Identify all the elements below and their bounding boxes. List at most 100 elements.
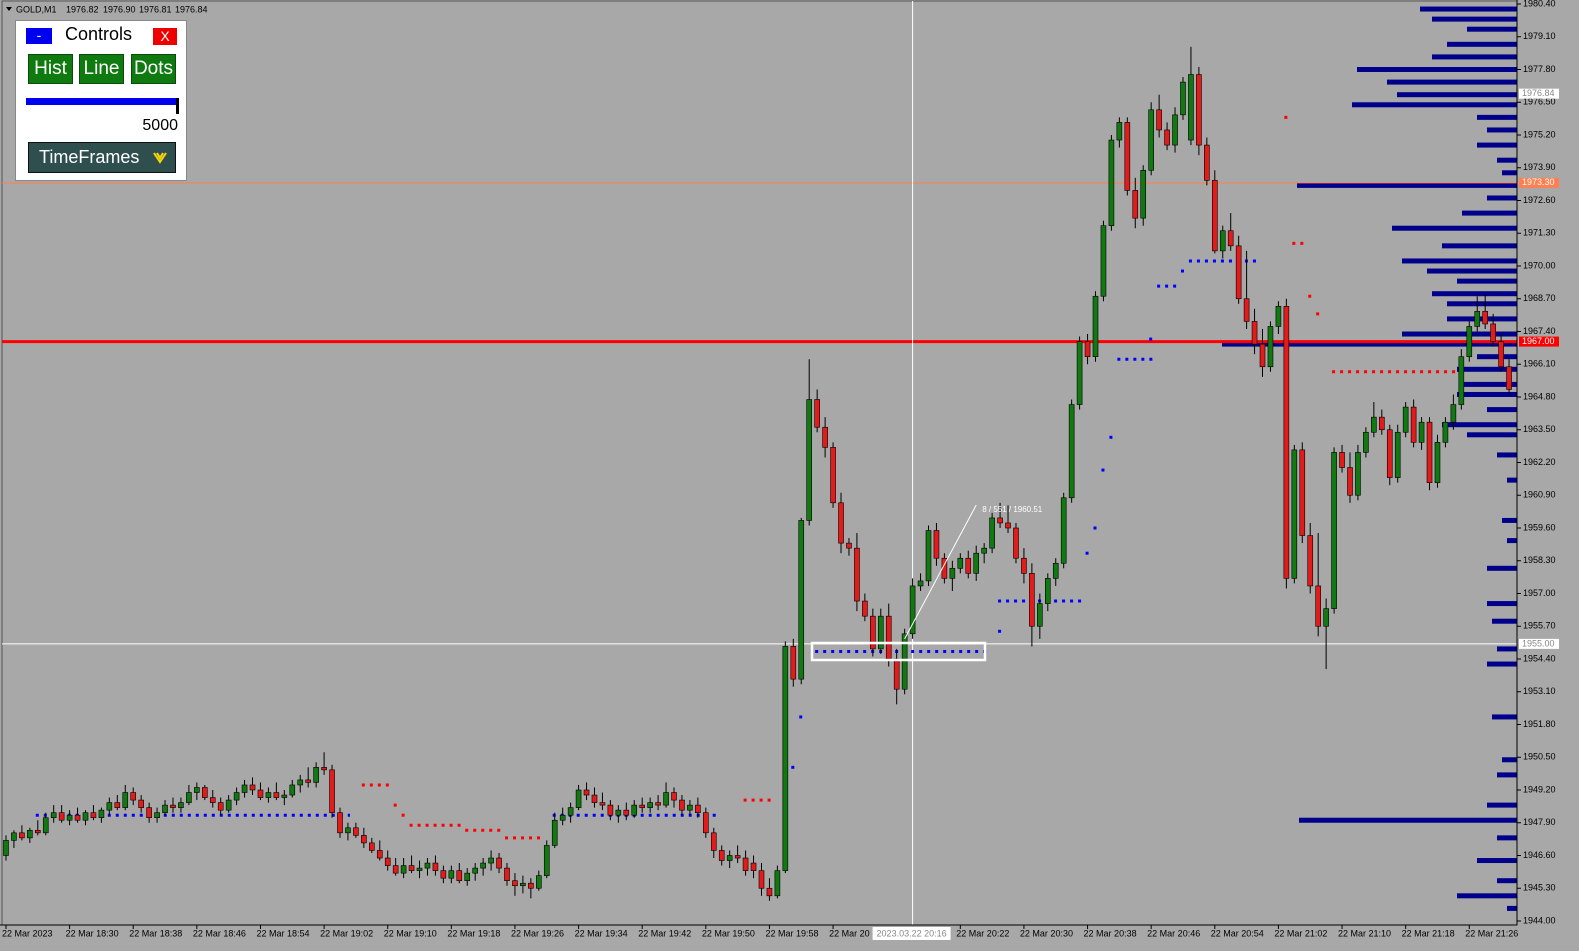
profile-bar: [1457, 278, 1517, 284]
candle-body: [1204, 144, 1210, 181]
timeframes-button[interactable]: TimeFrames: [28, 142, 176, 173]
candle-body: [1100, 225, 1107, 297]
candle-body: [591, 794, 598, 803]
profile-bar: [1432, 16, 1517, 22]
candle-body: [217, 802, 224, 811]
candle-body: [1156, 109, 1162, 131]
candle-body: [353, 827, 359, 836]
controls-panel: - Controls X Hist Line Dots 5000 TimeFra…: [15, 20, 187, 181]
profile-bar: [1497, 452, 1517, 458]
candle-body: [782, 646, 789, 871]
crosshair-time-bg: [872, 927, 951, 940]
candle-body: [838, 502, 844, 544]
candle-body: [504, 867, 510, 881]
profile-bar: [1420, 6, 1517, 12]
candle-body: [249, 784, 256, 791]
candle-body: [225, 799, 232, 811]
x-tick-label: 22 Mar 19:34: [575, 928, 628, 938]
candle-body: [1307, 535, 1314, 587]
profile-bar: [1432, 291, 1517, 297]
candle-body: [3, 840, 9, 856]
candle-body: [1084, 341, 1091, 357]
y-tick-label: 1975.20: [1523, 129, 1556, 139]
candle-body: [369, 842, 375, 851]
candle-body: [1235, 245, 1242, 300]
profile-bar: [1492, 618, 1517, 624]
candle-body: [1172, 114, 1178, 146]
line-button[interactable]: Line: [79, 54, 124, 84]
x-tick-label: 22 Mar 20:54: [1211, 928, 1264, 938]
candle-body: [981, 547, 987, 554]
candle-body: [1196, 74, 1202, 146]
candle-body: [432, 862, 439, 871]
candle-body: [949, 568, 956, 579]
hist-button[interactable]: Hist: [28, 54, 73, 84]
dropdown-icon: [153, 152, 167, 164]
candle-body: [1315, 585, 1321, 627]
profile-bar: [1297, 182, 1517, 188]
candle-body: [1164, 129, 1170, 146]
profile-bar: [1222, 341, 1517, 347]
candle-body: [1410, 406, 1417, 443]
profile-bar: [1487, 195, 1517, 201]
candle-body: [480, 862, 486, 869]
crosshair-price-label: 1955.00: [1522, 638, 1555, 648]
candle-body: [98, 809, 105, 819]
selection-box: [810, 641, 987, 662]
profile-bar: [1497, 646, 1517, 652]
candle-body: [1291, 449, 1298, 579]
candle-body: [528, 882, 534, 889]
x-tick-label: 22 Mar 19:42: [638, 928, 691, 938]
candle-body: [58, 812, 65, 821]
candle-body: [536, 875, 542, 889]
candle-body: [726, 855, 733, 861]
candle-body: [337, 812, 343, 834]
candle-body: [679, 799, 685, 811]
candle-body: [1132, 190, 1139, 219]
candle-body: [1402, 406, 1409, 433]
profile-bar: [1487, 601, 1517, 607]
x-tick-label: 22 Mar 20:38: [1084, 928, 1137, 938]
candle-body: [1450, 404, 1457, 423]
y-tick-label: 1962.20: [1523, 457, 1556, 467]
candle-body: [671, 792, 677, 801]
candle-body: [997, 517, 1003, 524]
candle-body: [440, 870, 447, 879]
y-tick-label: 1946.60: [1523, 850, 1556, 860]
candle-body: [106, 802, 113, 811]
slider-track[interactable]: [26, 98, 178, 105]
candle-body: [1243, 298, 1250, 322]
close-button[interactable]: X: [153, 28, 177, 45]
candle-body: [877, 615, 884, 650]
candle-body: [297, 779, 304, 786]
candle-body: [392, 865, 399, 874]
candle-body: [623, 809, 630, 816]
y-tick-label: 1973.90: [1523, 162, 1556, 172]
candle-body: [822, 426, 828, 448]
candle-body: [305, 779, 311, 783]
candle-body: [885, 615, 892, 660]
candle-body: [846, 542, 852, 549]
y-tick-label: 1964.80: [1523, 391, 1556, 401]
candle-body: [1323, 608, 1329, 627]
profile-bar: [1502, 517, 1517, 523]
profile-bar: [1497, 772, 1517, 778]
dots-button[interactable]: Dots: [131, 54, 176, 84]
candle-body: [1386, 429, 1393, 478]
candle-body: [615, 809, 622, 816]
y-tick-label: 1953.10: [1523, 686, 1556, 696]
candle-body: [186, 792, 192, 803]
candle-body: [790, 646, 797, 680]
candle-body: [408, 865, 415, 871]
candle-body: [1259, 343, 1266, 368]
candle-body: [989, 517, 995, 549]
minimize-button[interactable]: -: [26, 28, 52, 44]
profile-bar: [1497, 878, 1517, 884]
profile-bar: [1402, 258, 1517, 264]
candle-body: [559, 814, 566, 821]
profile-bar: [1392, 225, 1517, 231]
slider-handle[interactable]: [176, 98, 179, 114]
profile-bar: [1497, 835, 1517, 841]
x-tick-label: 22 Mar 19:50: [702, 928, 755, 938]
